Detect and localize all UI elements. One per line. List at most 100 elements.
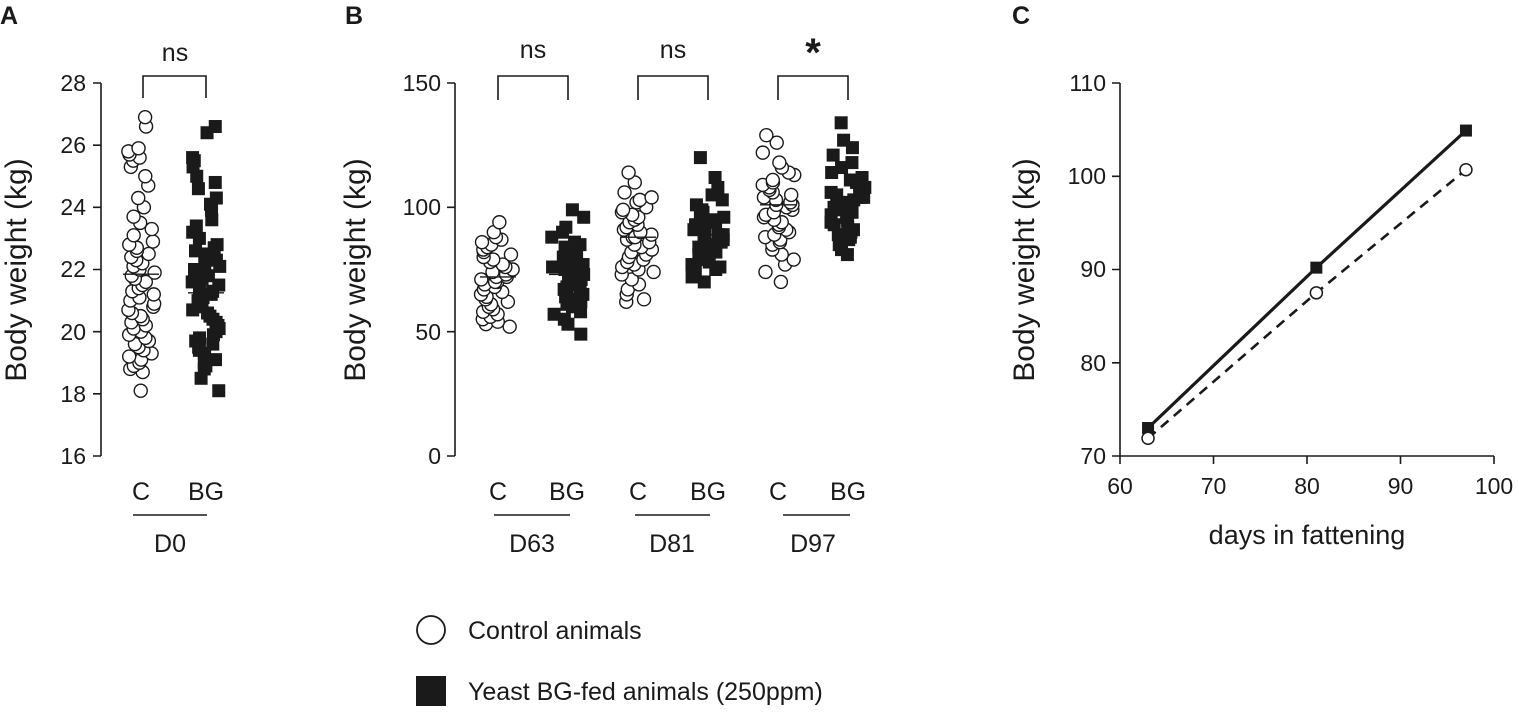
bg-point <box>574 327 588 341</box>
control-point <box>503 247 519 262</box>
bg-point <box>189 244 203 258</box>
control-point <box>138 169 153 184</box>
panel-a-xcat: BG <box>188 478 224 506</box>
panel-b-ylabel: Body weight (kg) <box>339 158 372 381</box>
bg-point <box>212 384 226 398</box>
panel-b: B Body weight (kg) 150 100 50 0 ns C BG … <box>339 2 872 558</box>
panel-b-group-label: D97 <box>790 530 836 558</box>
control-series-line <box>1147 168 1467 440</box>
control-point <box>144 221 159 237</box>
legend-label: Yeast BG-fed animals (250ppm) <box>468 678 823 706</box>
panel-b-label: B <box>345 2 363 30</box>
control-point <box>621 165 636 180</box>
control-point <box>765 172 780 188</box>
panel-a-group-label: D0 <box>154 530 186 558</box>
bg-point <box>209 191 223 205</box>
panel-c-lines <box>1141 124 1473 446</box>
bg-point <box>546 260 560 274</box>
bg-point <box>185 275 199 289</box>
bg-point <box>826 148 840 162</box>
panel-a-ytick: 22 <box>60 256 86 282</box>
panel-b-xcat: BG <box>830 478 866 506</box>
bg-point <box>713 260 727 274</box>
control-point <box>502 319 517 334</box>
bg-point <box>689 218 703 232</box>
control-point <box>131 190 146 206</box>
control-point <box>636 292 652 307</box>
bg-point <box>689 198 703 212</box>
bg-series-point <box>1142 422 1155 435</box>
bg-point <box>186 151 200 165</box>
control-point <box>759 128 774 143</box>
control-point <box>474 272 489 287</box>
panel-b-group-label: D81 <box>649 530 695 558</box>
bg-point <box>697 275 711 289</box>
panel-c-x-ticks <box>1119 456 1495 464</box>
control-point <box>784 187 799 203</box>
panel-c-ytick: 90 <box>1080 256 1106 282</box>
panel-a: A Body weight (kg) 28 26 24 22 20 18 16 … <box>0 2 227 558</box>
bg-point <box>577 210 591 224</box>
panel-c-xtick: 70 <box>1201 473 1227 499</box>
bg-point <box>843 173 857 187</box>
control-point <box>133 383 148 398</box>
control-point <box>769 135 784 150</box>
bg-point <box>576 258 590 272</box>
panel-c-ytick: 110 <box>1069 70 1106 96</box>
control-point <box>755 145 770 160</box>
bg-point <box>824 185 838 199</box>
control-point <box>145 234 161 249</box>
panel-b-points <box>473 116 872 341</box>
bg-point <box>568 235 582 249</box>
bg-point <box>837 133 851 147</box>
bg-point <box>845 205 859 219</box>
control-point <box>644 190 659 205</box>
panel-c-label: C <box>1012 2 1030 30</box>
control-point <box>772 155 787 170</box>
bg-point <box>193 331 207 345</box>
control-point <box>146 287 161 302</box>
legend-open-circle-icon <box>416 615 446 645</box>
panel-c-xtick: 100 <box>1475 473 1513 499</box>
control-point <box>126 228 141 243</box>
bg-point <box>208 353 222 367</box>
bg-point <box>717 210 731 224</box>
panel-c-ylabel: Body weight (kg) <box>1008 158 1041 381</box>
panel-b-ytick: 150 <box>403 70 441 96</box>
bg-point <box>693 151 707 165</box>
bg-point <box>708 170 722 184</box>
control-point <box>137 109 153 125</box>
bg-series-point <box>1459 124 1472 137</box>
panel-b-sig-label: ns <box>520 36 546 64</box>
panel-b-group-label: D63 <box>509 530 555 558</box>
panel-c-xtick: 80 <box>1294 473 1320 499</box>
bg-point <box>715 193 729 207</box>
bg-point <box>210 238 224 252</box>
bg-point <box>565 203 579 217</box>
control-point <box>646 264 661 280</box>
control-series-point <box>1309 286 1324 300</box>
panel-b-sig-bracket <box>497 75 569 100</box>
bg-point <box>845 156 859 170</box>
panel-c-ytick: 80 <box>1080 350 1106 376</box>
panel-a-ylabel: Body weight (kg) <box>0 158 33 381</box>
panel-b-sig-bracket <box>777 75 849 100</box>
bg-point <box>825 166 839 180</box>
panel-b-y-ticks <box>447 82 455 457</box>
control-series-point <box>1141 431 1155 446</box>
panel-a-sig-label: ns <box>162 39 188 67</box>
bg-point <box>208 120 222 134</box>
panel-a-y-ticks <box>93 82 101 457</box>
panel-b-sig-label: ns <box>660 36 686 64</box>
control-point <box>126 209 141 224</box>
panel-a-xcat: C <box>132 478 150 506</box>
bg-point <box>557 312 571 326</box>
panel-c-ytick: 100 <box>1068 163 1106 189</box>
control-point <box>632 192 648 208</box>
panel-a-label: A <box>0 2 18 30</box>
control-point <box>773 274 789 290</box>
control-point <box>615 202 631 218</box>
panel-b-ytick: 100 <box>403 194 441 220</box>
legend: Control animals Yeast BG-fed animals (25… <box>416 615 823 706</box>
